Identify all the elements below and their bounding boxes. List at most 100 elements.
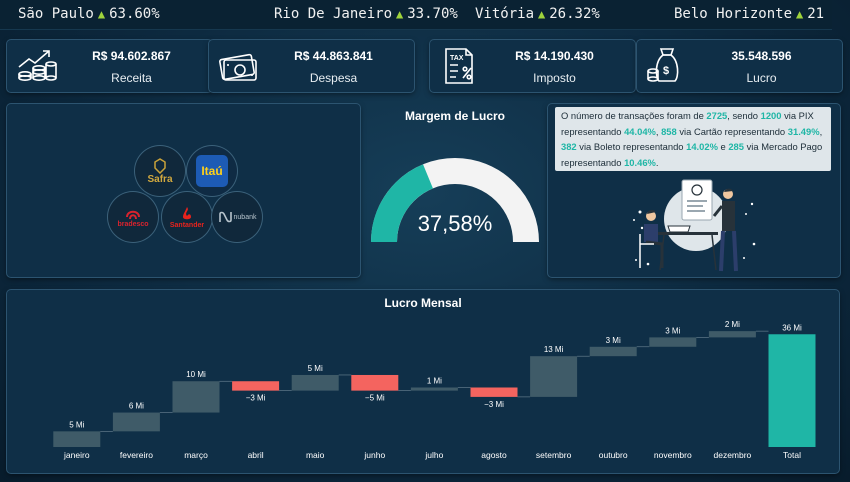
info-number: 14.02% — [686, 141, 718, 152]
category-label: maio — [306, 450, 325, 460]
ticker-city: Belo Horizonte — [674, 6, 793, 22]
gauge-fill — [371, 164, 434, 243]
kpi-card-despesa: R$ 44.863.841 Despesa — [209, 40, 414, 92]
svg-text:$: $ — [663, 65, 669, 77]
info-number: 2725 — [706, 110, 728, 121]
money-bill-icon — [219, 53, 257, 81]
revenue-icon — [18, 50, 57, 81]
standing-person — [712, 188, 738, 272]
ticker-item: Vitória ▲ 26.32% — [475, 6, 600, 22]
bar-março — [172, 381, 220, 413]
data-label: 13 Mi — [544, 345, 564, 354]
info-text: via Boleto representando — [576, 141, 687, 152]
info-text: via PIX representando — [561, 110, 814, 137]
gauge-value: 37,58% — [417, 211, 493, 236]
bar-agosto — [470, 387, 518, 397]
itau-text: Itaú — [201, 164, 223, 178]
ticker-value: 21 — [807, 6, 825, 22]
city-ticker: São Paulo ▲ 63.60% Rio De Janeiro ▲ 33.70% V… — [0, 0, 832, 30]
sitting-person — [639, 209, 664, 268]
category-label: dezembro — [713, 450, 751, 460]
money-bag-icon: $ — [647, 48, 679, 82]
info-text: . — [655, 156, 659, 168]
safra-logo: Safra — [135, 146, 185, 196]
margin-gauge — [371, 158, 539, 243]
ticker-city: Rio De Janeiro — [274, 6, 393, 22]
info-number: 382 — [561, 141, 577, 152]
nubank-emblem-icon — [218, 211, 232, 223]
info-number: 285 — [728, 141, 744, 152]
ticker-value: 33.70% — [407, 6, 458, 22]
info-number: 858 — [661, 125, 677, 137]
category-label: junho — [363, 450, 385, 460]
decor-dots — [633, 202, 756, 266]
waterfall-svg: 5 Mi janeiro 6 Mi fevereiro 10 Mi março −3 Mi a… — [53, 320, 816, 460]
info-text: via Mercado Pago representando — [561, 141, 823, 168]
info-text: O número de transações foram de — [561, 110, 707, 121]
category-label: março — [184, 450, 208, 460]
itau-badge: Itaú — [196, 155, 228, 187]
bar-maio — [291, 374, 339, 391]
santander-flame-icon — [183, 206, 191, 219]
people-at-desk-illustration — [633, 179, 756, 272]
transactions-summary: O número de transações foram de 2725, se… — [555, 107, 831, 171]
info-text: e — [717, 141, 729, 152]
bar-outubro — [589, 346, 637, 357]
data-label: 3 Mi — [665, 326, 680, 335]
kpi-card-lucro: $ 35.548.596 Lucro — [637, 40, 842, 92]
data-label: 10 Mi — [186, 370, 206, 379]
nubank-logo: nubank — [212, 192, 262, 242]
category-label: setembro — [536, 450, 572, 460]
category-label: Total — [783, 450, 801, 460]
gauge-title: Margem de Lucro — [404, 109, 506, 123]
ticker-value: 26.32% — [549, 6, 600, 22]
data-label: 36 Mi — [782, 323, 802, 332]
data-label: 5 Mi — [308, 364, 323, 373]
data-label: −3 Mi — [484, 400, 504, 409]
tax-document-icon: TAX — [445, 48, 473, 84]
category-label: abril — [248, 450, 264, 460]
info-number: 44.04% — [624, 125, 656, 137]
up-triangle-icon: ▲ — [97, 7, 106, 21]
kpi-value: R$ 94.602.867 — [92, 49, 171, 63]
category-label: outubro — [599, 450, 628, 460]
kpi-label: Receita — [111, 71, 152, 85]
ticker-item: Belo Horizonte ▲ 21 — [674, 6, 824, 22]
category-label: janeiro — [63, 450, 90, 460]
data-label: 3 Mi — [606, 336, 621, 345]
info-number: 31.49% — [787, 125, 820, 137]
data-label: −5 Mi — [365, 394, 385, 403]
monthly-profit-chart: Lucro Mensal 5 Mi janeiro 6 Mi fevereiro 10 … — [7, 290, 839, 473]
bar-dezembro — [708, 331, 756, 338]
kpi-card-imposto: TAX R$ 14.190.430 Imposto — [430, 40, 635, 92]
kpi-value: 35.548.596 — [731, 49, 792, 63]
ticker-city: São Paulo — [18, 6, 94, 22]
bradesco-emblem-icon — [126, 210, 140, 219]
nubank-text: nubank — [233, 213, 257, 221]
itau-logo: Itaú — [187, 146, 237, 196]
data-label: −3 Mi — [246, 394, 266, 403]
category-label: novembro — [654, 450, 692, 460]
ticker-item: Rio De Janeiro ▲ 33.70% — [274, 6, 458, 22]
desk — [658, 232, 718, 235]
svg-text:TAX: TAX — [450, 55, 464, 62]
category-label: agosto — [481, 450, 507, 460]
data-label: 6 Mi — [129, 402, 144, 411]
bar-junho — [351, 374, 399, 391]
bar-setembro — [530, 356, 578, 397]
info-text: , sendo — [727, 110, 761, 121]
info-text: via Cartão representando — [676, 125, 788, 137]
up-triangle-icon: ▲ — [796, 7, 804, 21]
up-triangle-icon: ▲ — [396, 7, 404, 21]
kpi-value: R$ 14.190.430 — [515, 49, 594, 63]
ticker-value: 63.60% — [109, 6, 160, 22]
info-text: , — [819, 125, 823, 137]
bradesco-text: bradesco — [117, 220, 149, 228]
info-text: , — [655, 125, 662, 137]
santander-logo: Santander — [162, 192, 212, 242]
bar-fevereiro — [112, 412, 160, 432]
kpi-label: Imposto — [533, 71, 576, 85]
ticker-city: Vitória — [475, 6, 535, 22]
data-label: 2 Mi — [725, 320, 740, 329]
kpi-card-receita: R$ 94.602.867 Receita — [7, 40, 212, 92]
